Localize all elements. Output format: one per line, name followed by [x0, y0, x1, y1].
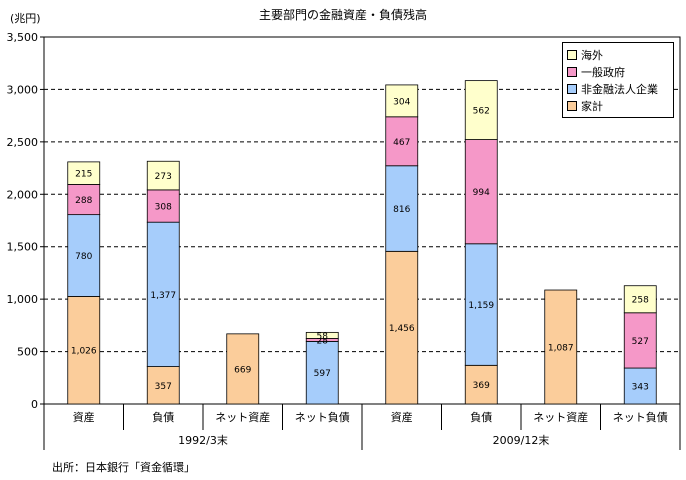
y-tick-label: 2,500 — [7, 136, 39, 149]
x-tick-label: ネット負債 — [295, 410, 350, 424]
bar-segment — [623, 285, 657, 314]
y-tick-label: 1,500 — [7, 241, 39, 254]
bar-segment — [464, 139, 498, 245]
legend-swatch-overseas — [567, 49, 577, 60]
x-tick-label: ネット負債 — [613, 410, 668, 424]
data-label: 308 — [155, 203, 172, 213]
bar-segment — [305, 331, 339, 339]
legend-label: 非金融法人企業 — [581, 82, 658, 96]
bar-segment — [67, 296, 101, 405]
data-label: 1,456 — [389, 324, 415, 334]
data-label: 467 — [393, 138, 410, 148]
x-tick-label: 負債 — [152, 410, 174, 424]
bar-segment — [146, 221, 180, 367]
group-label: 1992/3末 — [178, 433, 228, 447]
y-tick-label: 3,500 — [7, 31, 39, 44]
bar-segment — [385, 84, 419, 118]
x-tick-label: ネット資産 — [215, 411, 270, 424]
bar-segment — [385, 250, 419, 405]
x-tick-label: ネット資産 — [533, 411, 588, 424]
data-label: 1,159 — [468, 301, 494, 311]
bar-segment — [146, 366, 180, 405]
bar-segment — [385, 165, 419, 252]
bar-segment — [464, 364, 498, 405]
data-label: 357 — [155, 382, 172, 392]
x-tick-label: 負債 — [470, 410, 492, 424]
y-tick-label: 2,000 — [7, 188, 39, 201]
bar-segment — [67, 184, 101, 216]
legend-label: 海外 — [581, 48, 603, 62]
bar-segment — [464, 243, 498, 366]
legend-item-household: 家計 — [567, 97, 669, 114]
bar-segment — [623, 367, 657, 405]
data-label: 816 — [393, 205, 410, 215]
y-tick-label: 500 — [17, 346, 38, 359]
legend-swatch-household — [567, 100, 577, 111]
bar-segment — [67, 214, 101, 297]
chart-title: 主要部門の金融資産・負債残高 — [258, 8, 427, 22]
data-label: 527 — [632, 337, 649, 347]
y-axis-unit: (兆円) — [10, 12, 41, 25]
bar-segment — [226, 333, 260, 405]
legend-item-corporate: 非金融法人企業 — [567, 80, 669, 97]
data-label: 58 — [317, 332, 329, 342]
source-note: 出所：日本銀行「資金循環」 — [52, 461, 195, 474]
data-label: 304 — [393, 97, 410, 107]
data-label: 1,377 — [150, 291, 176, 301]
bar-segment — [623, 312, 657, 369]
data-label: 369 — [473, 381, 490, 391]
bar-segment — [146, 160, 180, 191]
legend-item-government: 一般政府 — [567, 63, 669, 80]
data-label: 343 — [632, 383, 649, 393]
data-label: 597 — [314, 369, 331, 379]
data-label: 1,026 — [71, 347, 97, 357]
data-label: 562 — [473, 107, 490, 117]
bar-segment — [146, 189, 180, 223]
data-label: 994 — [473, 188, 490, 198]
group-label: 2009/12末 — [493, 433, 550, 447]
data-label: 288 — [75, 196, 92, 206]
legend-label: 一般政府 — [581, 65, 625, 79]
bar-segment — [67, 161, 101, 185]
bar-segment — [385, 116, 419, 167]
x-tick-label: 資産 — [391, 411, 413, 424]
y-tick-label: 0 — [31, 398, 38, 411]
legend-item-overseas: 海外 — [567, 46, 669, 63]
bar-segment — [464, 80, 498, 140]
data-label: 215 — [75, 170, 92, 180]
data-label: 28 — [317, 336, 329, 346]
legend: 海外 一般政府 非金融法人企業 家計 — [562, 42, 674, 118]
legend-swatch-corporate — [567, 83, 577, 94]
bar-segment — [305, 341, 339, 405]
legend-label: 家計 — [581, 99, 603, 113]
data-label: 669 — [234, 365, 251, 375]
data-label: 273 — [155, 172, 172, 182]
data-label: 258 — [632, 296, 649, 306]
data-label: 780 — [75, 252, 92, 262]
x-tick-label: 資産 — [73, 411, 95, 424]
y-tick-label: 3,000 — [7, 83, 39, 96]
bar-segment — [544, 289, 578, 405]
y-tick-label: 1,000 — [7, 293, 39, 306]
data-label: 1,087 — [548, 344, 574, 354]
legend-swatch-government — [567, 66, 577, 77]
